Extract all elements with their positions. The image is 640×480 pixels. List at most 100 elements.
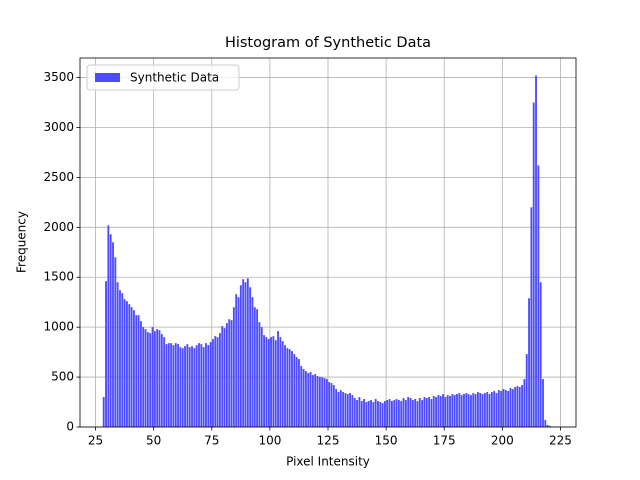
bar bbox=[476, 392, 479, 427]
bar bbox=[209, 342, 212, 427]
chart-title: Histogram of Synthetic Data bbox=[225, 35, 431, 51]
bar bbox=[281, 341, 284, 427]
y-tick-label: 3500 bbox=[43, 70, 74, 84]
bar bbox=[377, 401, 379, 427]
bar bbox=[472, 393, 475, 427]
bar bbox=[351, 395, 354, 427]
bar bbox=[293, 354, 296, 427]
bar bbox=[223, 328, 226, 427]
bar bbox=[349, 393, 352, 427]
x-tick-label: 100 bbox=[258, 434, 281, 448]
bars bbox=[102, 75, 554, 428]
bar bbox=[470, 395, 472, 427]
bar bbox=[395, 399, 398, 427]
bar bbox=[521, 385, 524, 427]
bar bbox=[300, 366, 303, 427]
bar bbox=[511, 389, 514, 427]
x-tick-label: 75 bbox=[204, 434, 219, 448]
bar bbox=[121, 293, 124, 427]
bar bbox=[439, 396, 442, 427]
bar bbox=[170, 343, 173, 427]
bar bbox=[549, 426, 551, 427]
bar bbox=[135, 315, 138, 427]
bar bbox=[179, 347, 182, 427]
bar bbox=[253, 307, 256, 427]
bar bbox=[418, 398, 421, 427]
bar bbox=[467, 394, 470, 427]
bar bbox=[112, 242, 114, 427]
bar bbox=[304, 371, 307, 427]
bar bbox=[291, 351, 293, 427]
bar bbox=[184, 346, 186, 427]
bar bbox=[202, 347, 205, 427]
bar bbox=[172, 345, 175, 427]
bar bbox=[139, 321, 142, 427]
bar bbox=[167, 343, 170, 427]
bar bbox=[146, 332, 149, 427]
bar bbox=[307, 373, 310, 427]
bar bbox=[397, 400, 400, 427]
bar bbox=[404, 400, 407, 427]
bar bbox=[339, 390, 342, 427]
bar bbox=[105, 281, 107, 427]
bar bbox=[423, 397, 426, 427]
bar bbox=[265, 337, 268, 427]
bar bbox=[346, 394, 349, 427]
bar bbox=[123, 299, 126, 427]
y-tick-label: 1500 bbox=[43, 270, 74, 284]
bar bbox=[402, 398, 405, 427]
bar bbox=[460, 395, 463, 427]
bar bbox=[444, 397, 447, 427]
bar bbox=[535, 75, 537, 428]
bar bbox=[456, 394, 458, 427]
bar bbox=[507, 391, 510, 427]
bar bbox=[363, 399, 365, 427]
bar bbox=[328, 382, 331, 427]
bar bbox=[163, 337, 166, 427]
bar bbox=[298, 359, 300, 427]
bar bbox=[463, 394, 465, 427]
bar bbox=[442, 394, 444, 427]
bar bbox=[458, 393, 461, 427]
bar bbox=[537, 165, 540, 427]
bar bbox=[284, 345, 286, 427]
bar bbox=[216, 337, 219, 427]
bar bbox=[528, 298, 530, 427]
bar bbox=[251, 297, 254, 427]
bar bbox=[193, 348, 196, 427]
bar bbox=[151, 327, 154, 427]
bar bbox=[221, 326, 224, 427]
bar bbox=[165, 344, 168, 427]
bar bbox=[542, 379, 544, 427]
bar bbox=[235, 294, 238, 427]
bar bbox=[360, 401, 363, 427]
bar bbox=[453, 395, 456, 427]
x-tick-label: 175 bbox=[433, 434, 456, 448]
bar bbox=[384, 401, 386, 427]
bar bbox=[246, 278, 249, 427]
bar bbox=[483, 393, 486, 427]
bar bbox=[130, 307, 133, 427]
bar bbox=[386, 400, 389, 427]
bar bbox=[102, 397, 105, 427]
bar bbox=[232, 307, 235, 427]
bar bbox=[272, 336, 275, 427]
bar bbox=[490, 392, 493, 427]
bar bbox=[116, 282, 119, 427]
x-axis-label: Pixel Intensity bbox=[286, 455, 370, 469]
bar bbox=[267, 339, 270, 427]
bar bbox=[437, 395, 440, 427]
bar bbox=[518, 387, 521, 427]
bar bbox=[516, 386, 519, 427]
bar bbox=[323, 378, 326, 427]
bar bbox=[244, 282, 247, 427]
bar bbox=[126, 301, 128, 427]
bar bbox=[249, 287, 252, 427]
bar bbox=[109, 234, 112, 427]
bar bbox=[539, 282, 542, 427]
bar bbox=[205, 343, 207, 427]
bar bbox=[381, 403, 384, 427]
bar bbox=[514, 387, 517, 427]
x-tick-label: 125 bbox=[317, 434, 340, 448]
bar bbox=[432, 396, 435, 427]
